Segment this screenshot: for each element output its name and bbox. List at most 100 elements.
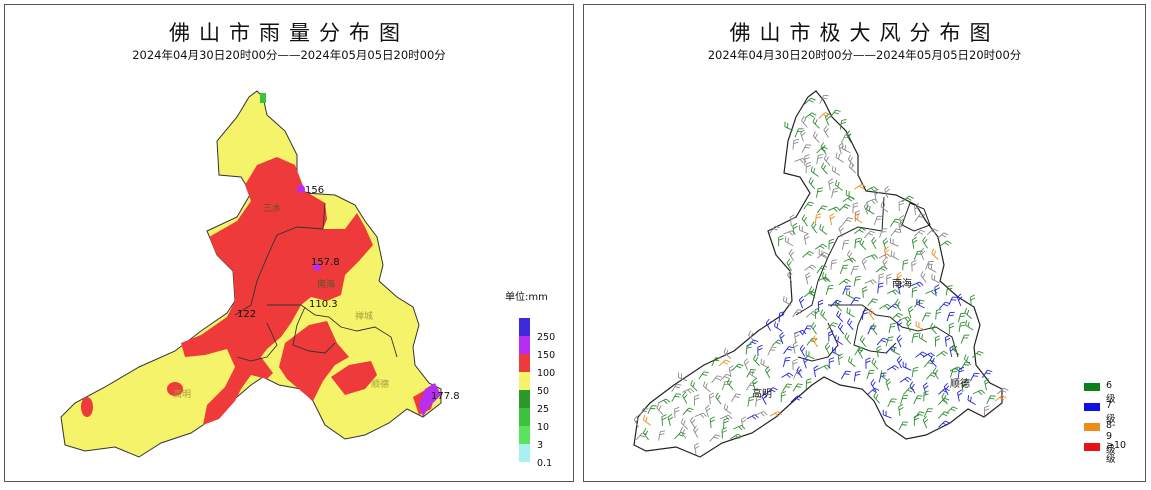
- wind-barb: [730, 433, 743, 440]
- wind-barb: [783, 346, 794, 355]
- wind-barb: [890, 250, 900, 261]
- wind-barb: [948, 296, 958, 306]
- wind-barb: [810, 166, 819, 177]
- wind-barb: [839, 264, 849, 275]
- wind-barb: [692, 425, 699, 438]
- wind-barb: [898, 404, 904, 416]
- wind-barb: [915, 321, 925, 331]
- wind-barb: [863, 230, 876, 239]
- wind-barb: [774, 321, 783, 332]
- wind-barb: [798, 296, 805, 309]
- wind-barb: [898, 199, 904, 212]
- district-label-shunde: 顺德: [371, 378, 389, 390]
- wind-barb: [782, 356, 791, 367]
- wind-barb: [792, 138, 799, 150]
- wind-barb: [838, 278, 851, 286]
- legend-swatch-50: [519, 372, 530, 390]
- wind-barb: [782, 383, 792, 392]
- wind-barb: [896, 319, 903, 332]
- wind-legend-swatch-8-9: [1084, 423, 1100, 431]
- wind-barb: [828, 238, 835, 250]
- wind-barb: [794, 331, 800, 344]
- legend-swatch-100: [519, 354, 530, 372]
- wind-barb: [914, 213, 926, 222]
- wind-barb: [880, 201, 889, 213]
- wind-barb: [814, 243, 827, 250]
- wind-barb: [835, 152, 844, 163]
- wind-barb: [837, 322, 845, 335]
- wind-barb: [678, 372, 688, 382]
- wind-barb: [874, 188, 880, 201]
- wind-barb: [682, 407, 694, 416]
- wind-district-label-nanhai: 南海: [892, 277, 912, 290]
- wind-barb: [845, 289, 855, 300]
- wind-barb: [823, 154, 831, 166]
- wind-barb: [826, 322, 838, 330]
- rainfall-spot-purple-1: [297, 185, 305, 193]
- wind-barb: [803, 356, 809, 369]
- wind-barb: [913, 395, 923, 405]
- wind-barb: [792, 222, 798, 235]
- wind-barb: [902, 361, 912, 371]
- district-label-gaoming: 高明: [173, 388, 191, 400]
- wind-barb: [674, 406, 680, 419]
- wind-barb: [671, 393, 682, 402]
- wind-barb: [931, 248, 939, 260]
- wind-barb: [801, 116, 808, 128]
- wind-barb: [907, 305, 914, 319]
- wind-barb: [740, 416, 747, 429]
- wind-barb: [882, 409, 892, 419]
- wind-barb: [694, 412, 707, 419]
- wind-barb: [667, 413, 674, 426]
- wind-legend-swatch-6: [1084, 383, 1100, 391]
- wind-barb: [831, 187, 839, 199]
- wind-barb: [812, 131, 820, 143]
- wind-barb: [961, 380, 968, 393]
- wind-barb: [839, 118, 847, 130]
- wind-barb: [814, 213, 822, 225]
- wind-barb: [928, 263, 937, 273]
- wind-barb: [936, 350, 949, 357]
- wind-barb: [829, 109, 841, 118]
- wind-barb: [895, 298, 902, 311]
- wind-barb: [689, 416, 696, 429]
- wind-barb: [898, 221, 904, 234]
- wind-legend-swatch-7: [1084, 403, 1100, 411]
- wind-barb: [723, 403, 732, 415]
- wind-legend-label-7: 7级: [1106, 400, 1116, 425]
- wind-map-subtitle: 2024年04月30日20时00分——2024年05月05日20时00分: [707, 48, 1022, 62]
- legend-swatch-250: [519, 318, 530, 336]
- wind-barb: [778, 235, 784, 247]
- wind-barb: [819, 224, 828, 235]
- wind-barb: [809, 286, 816, 299]
- wind-barb: [671, 383, 682, 392]
- wind-barb: [804, 97, 816, 105]
- wind-barb: [847, 318, 854, 331]
- wind-barb: [845, 189, 855, 200]
- wind-barb: [830, 259, 837, 270]
- wind-barb: [769, 225, 780, 234]
- wind-barb: [887, 398, 897, 408]
- legend-swatch-3: [519, 426, 530, 444]
- wind-barb: [814, 307, 820, 319]
- wind-barb: [846, 307, 855, 318]
- wind-barb: [952, 343, 960, 356]
- wind-barb: [834, 300, 843, 312]
- station-value-3: 110.3: [309, 299, 338, 310]
- wind-barb: [803, 233, 810, 246]
- wind-barb: [792, 341, 799, 354]
- wind-barb: [885, 378, 892, 391]
- wind-barb: [861, 257, 868, 270]
- wind-barb: [964, 307, 972, 319]
- wind-barb: [769, 411, 782, 417]
- wind-barb: [816, 265, 828, 274]
- wind-barb: [939, 240, 952, 247]
- wind-barb: [865, 198, 879, 205]
- wind-barb: [818, 111, 831, 119]
- wind-barb: [745, 343, 752, 355]
- wind-barb: [801, 144, 812, 153]
- rainfall-region-red-west: [81, 397, 93, 417]
- wind-barb: [902, 259, 909, 271]
- wind-barb: [805, 350, 815, 360]
- wind-barb: [731, 393, 741, 402]
